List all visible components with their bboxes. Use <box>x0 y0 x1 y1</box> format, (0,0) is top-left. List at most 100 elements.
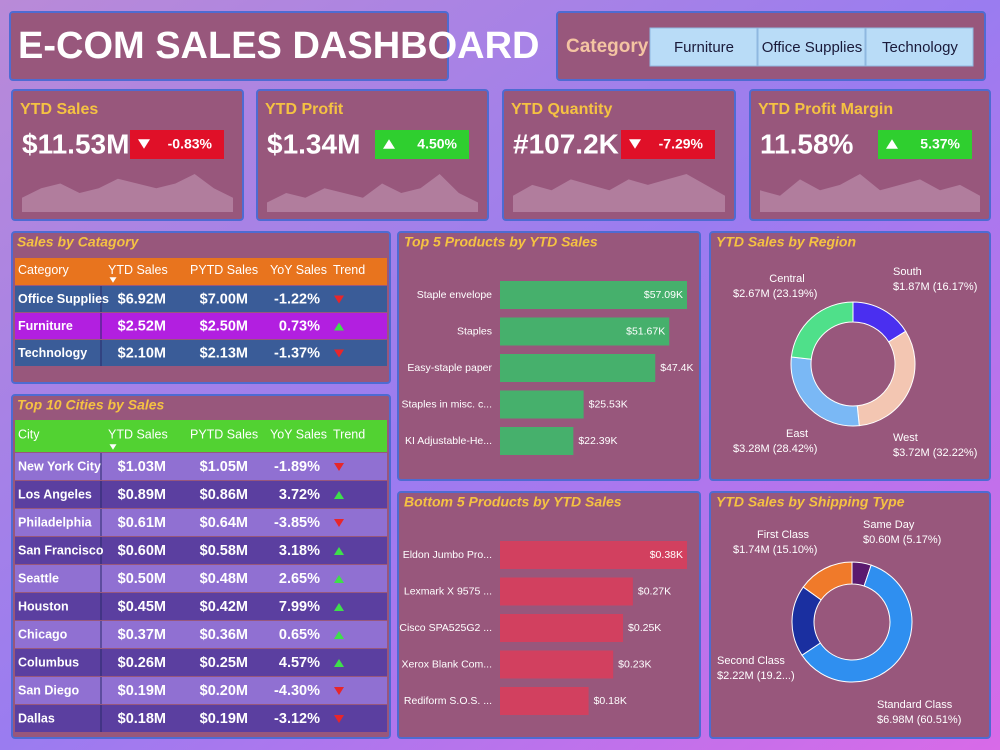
category-label: Staples <box>457 325 492 337</box>
table-cell: $6.92M <box>118 291 166 307</box>
bar <box>500 281 687 309</box>
bar <box>500 317 670 346</box>
segment-name: West <box>893 432 918 444</box>
trend-arrow <box>334 603 344 611</box>
slicer-option[interactable] <box>865 27 974 67</box>
column-header: PYTD Sales <box>190 263 258 277</box>
segment-name: Central <box>769 273 804 285</box>
data-label: $0.18K <box>594 695 627 707</box>
table-cell: $1.03M <box>118 459 166 475</box>
table-row <box>15 537 387 564</box>
table-row <box>15 677 387 704</box>
segment-name: South <box>893 266 922 278</box>
table-cell: $0.36M <box>200 627 248 643</box>
segment-label: $3.72M (32.22%) <box>893 447 977 459</box>
table-row <box>15 705 387 732</box>
trend-arrow <box>334 687 344 695</box>
table-row <box>15 481 387 508</box>
category-label: Easy-staple paper <box>407 362 492 374</box>
column-header: YoY Sales <box>270 263 327 277</box>
table-cell: $1.05M <box>200 459 248 475</box>
table-title: Sales by Catagory <box>17 234 140 250</box>
trend-arrow <box>334 349 344 358</box>
kpi-value: 11.58% <box>760 128 854 159</box>
category-label: KI Adjustable-He... <box>405 435 492 447</box>
table-row <box>15 313 387 339</box>
bar <box>500 577 633 606</box>
table-header <box>15 420 387 452</box>
panel <box>9 11 449 81</box>
table-cell: $7.00M <box>200 291 248 307</box>
table-cell: $0.18M <box>118 711 166 727</box>
slicer-label: Category <box>566 36 649 57</box>
panel <box>709 231 991 481</box>
kpi-change-arrow <box>886 139 898 149</box>
table-row <box>15 593 387 620</box>
table-cell: $0.58M <box>200 543 248 559</box>
donut-segment <box>802 561 853 601</box>
table-row <box>15 649 387 676</box>
table-cell: 3.18% <box>279 543 320 559</box>
table-row <box>15 453 387 480</box>
category-label: Staple envelope <box>417 289 492 301</box>
sort-indicator <box>109 277 117 283</box>
donut-segment <box>790 301 854 360</box>
row-label: Dallas <box>18 711 55 725</box>
data-label: $25.53K <box>589 398 628 410</box>
trend-arrow <box>334 463 344 471</box>
table-cell: $0.19M <box>118 683 166 699</box>
trend-arrow <box>334 491 344 499</box>
slicer-option[interactable] <box>757 27 866 67</box>
trend-arrow <box>334 547 344 555</box>
table-cell: $0.20M <box>200 683 248 699</box>
trend-arrow <box>334 519 344 527</box>
table-cell: 4.57% <box>279 655 320 671</box>
table-cell: $2.13M <box>200 345 248 361</box>
bar <box>500 650 614 679</box>
table-cell: $0.25M <box>200 655 248 671</box>
trend-arrow <box>334 715 344 723</box>
table-cell: $2.10M <box>118 345 166 361</box>
segment-name: Second Class <box>717 655 785 667</box>
table-cell: $0.64M <box>200 515 248 531</box>
category-label: Cisco SPA525G2 ... <box>399 622 492 634</box>
table-cell: -3.85% <box>274 515 320 531</box>
table-row <box>15 621 387 648</box>
table-cell: -4.30% <box>274 683 320 699</box>
column-header: City <box>18 427 40 441</box>
table-cell: $0.42M <box>200 599 248 615</box>
kpi-change-arrow <box>383 139 395 149</box>
table-row <box>15 340 387 366</box>
data-label: $47.4K <box>660 362 693 374</box>
table-cell: 2.65% <box>279 571 320 587</box>
table-cell: 0.65% <box>279 627 320 643</box>
row-label: Furniture <box>18 319 73 333</box>
category-label: Staples in misc. c... <box>402 398 492 410</box>
sort-indicator <box>109 444 117 450</box>
chart-title: Top 5 Products by YTD Sales <box>404 234 598 250</box>
kpi-value: $1.34M <box>267 128 360 159</box>
table-cell: $0.37M <box>118 627 166 643</box>
table-header <box>15 258 387 285</box>
kpi-sparkline <box>267 174 478 212</box>
segment-name: Standard Class <box>877 699 953 711</box>
table-title: Top 10 Cities by Sales <box>17 397 165 413</box>
kpi-change: -0.83% <box>168 136 213 152</box>
trend-arrow <box>334 659 344 667</box>
row-label: San Diego <box>18 683 79 697</box>
bar <box>500 427 574 455</box>
slicer-option-label: Office Supplies <box>762 39 863 56</box>
segment-name: First Class <box>757 529 809 541</box>
slicer-option[interactable] <box>649 27 758 67</box>
segment-name: Same Day <box>863 519 915 531</box>
table-cell: -3.12% <box>274 711 320 727</box>
row-label: Office Supplies <box>18 292 109 306</box>
slicer-option-label: Technology <box>882 39 958 56</box>
kpi-title: YTD Profit <box>265 101 344 118</box>
panel <box>709 491 991 739</box>
table-row <box>15 286 387 312</box>
table-cell: $0.60M <box>118 543 166 559</box>
column-header: YTD Sales <box>108 427 168 441</box>
